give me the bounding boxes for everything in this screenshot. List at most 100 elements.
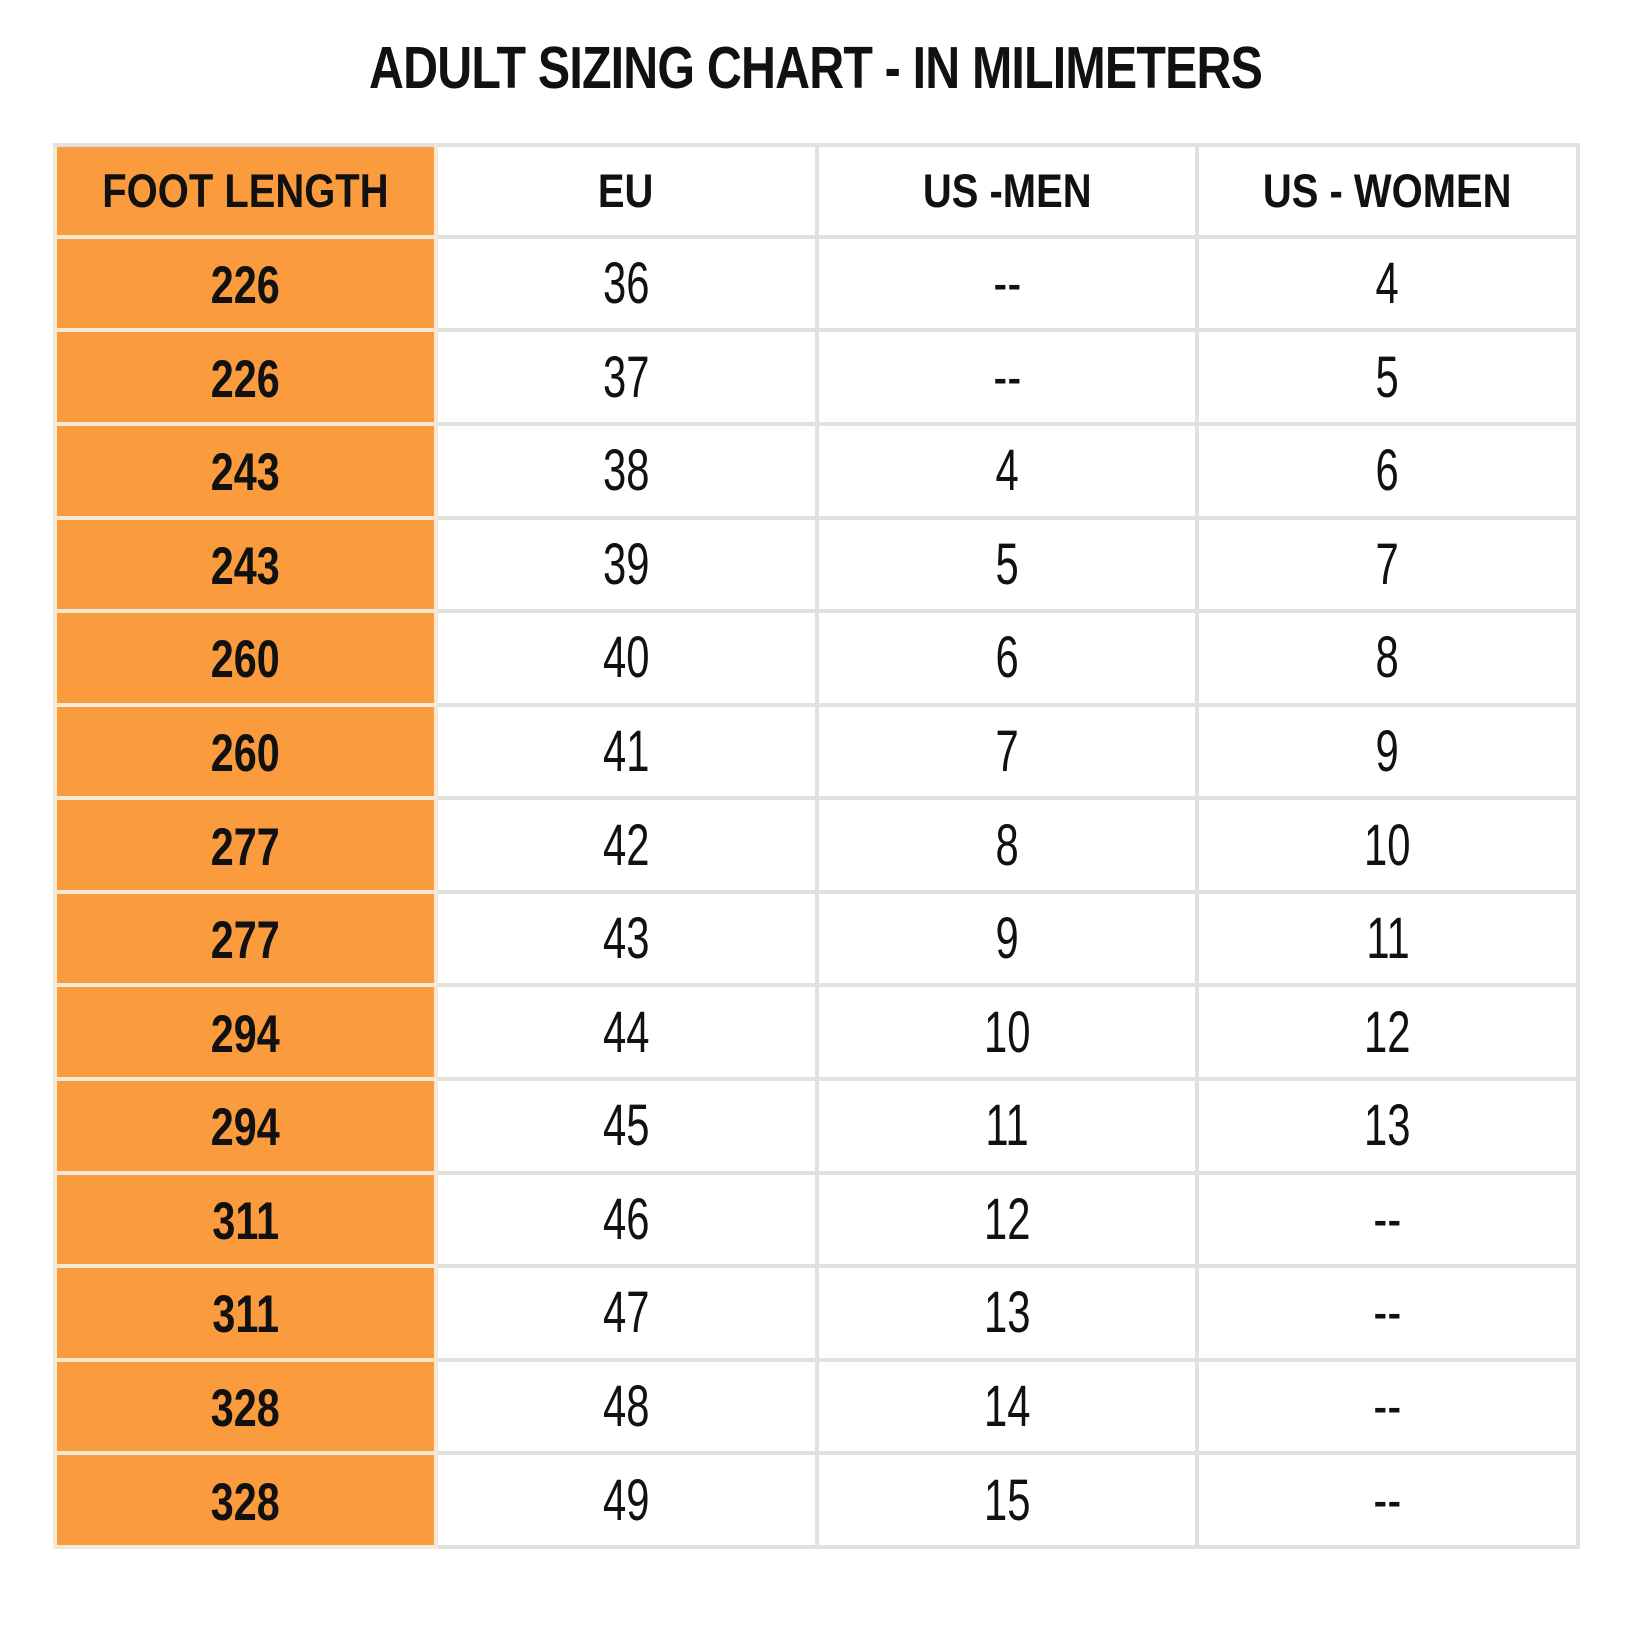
foot-length-cell: 243 xyxy=(53,515,438,614)
foot-length-cell: 311 xyxy=(53,1170,438,1269)
table-row: 243 38 4 6 xyxy=(53,422,1580,520)
us-women-cell: 12 xyxy=(1195,983,1580,1081)
table-row: 277 43 9 11 xyxy=(53,889,1580,988)
us-men-cell-value: 15 xyxy=(983,1467,1031,1533)
foot-length-cell-value: 294 xyxy=(210,1004,280,1064)
table-row: 226 36 -- 4 xyxy=(53,234,1580,333)
header-eu: EU xyxy=(433,142,819,239)
us-women-cell-value: 4 xyxy=(1376,251,1400,317)
us-men-cell-value: 13 xyxy=(983,1280,1031,1346)
table-row: 226 37 -- 5 xyxy=(53,328,1580,427)
us-women-cell-value: 5 xyxy=(1376,344,1400,410)
foot-length-cell: 226 xyxy=(53,328,438,427)
us-men-cell: 10 xyxy=(814,983,1200,1081)
eu-cell: 39 xyxy=(433,515,819,614)
us-women-cell: -- xyxy=(1195,1357,1580,1456)
eu-cell-value: 48 xyxy=(602,1373,650,1439)
us-men-cell: 9 xyxy=(814,889,1200,988)
table-row: 243 39 5 7 xyxy=(53,515,1580,614)
table-row: 294 44 10 12 xyxy=(53,983,1580,1081)
foot-length-cell: 243 xyxy=(53,422,438,520)
us-men-cell-value: -- xyxy=(992,344,1021,410)
header-us-women: US - WOMEN xyxy=(1195,142,1580,239)
page-title: ADULT SIZING CHART - IN MILIMETERS xyxy=(0,36,1632,101)
foot-length-cell-value: 260 xyxy=(210,630,280,690)
us-women-cell: 8 xyxy=(1195,609,1580,707)
foot-length-cell-value: 243 xyxy=(210,443,280,503)
us-women-cell-value: 6 xyxy=(1376,438,1400,504)
table-row: 294 45 11 13 xyxy=(53,1076,1580,1175)
eu-cell-value: 40 xyxy=(602,625,650,691)
eu-cell: 47 xyxy=(433,1264,819,1362)
us-men-cell: 6 xyxy=(814,609,1200,707)
us-men-cell: 4 xyxy=(814,422,1200,520)
foot-length-cell: 294 xyxy=(53,983,438,1081)
us-women-cell-value: 10 xyxy=(1364,812,1411,878)
eu-cell: 49 xyxy=(433,1451,819,1549)
us-women-cell-value: 13 xyxy=(1364,1093,1411,1159)
table-body: 226 36 -- 4 226 37 -- 5 243 38 4 6 243 39 5 7 260 40 6 8 260… xyxy=(53,234,1580,1549)
eu-cell-value: 39 xyxy=(602,531,650,597)
us-men-cell: -- xyxy=(814,328,1200,427)
table-row: 328 48 14 -- xyxy=(53,1357,1580,1456)
header-foot-length-label: FOOT LENGTH xyxy=(102,164,389,218)
eu-cell: 43 xyxy=(433,889,819,988)
us-men-cell-value: 10 xyxy=(983,999,1031,1065)
us-women-cell: 5 xyxy=(1195,328,1580,427)
us-men-cell-value: -- xyxy=(992,251,1021,317)
eu-cell-value: 42 xyxy=(602,812,650,878)
header-foot-length: FOOT LENGTH xyxy=(53,142,438,239)
header-us-men-label: US -MEN xyxy=(922,164,1092,218)
us-women-cell: -- xyxy=(1195,1170,1580,1269)
table-row: 260 41 7 9 xyxy=(53,702,1580,801)
foot-length-cell-value: 294 xyxy=(210,1098,280,1158)
us-men-cell: 8 xyxy=(814,796,1200,894)
foot-length-cell: 294 xyxy=(53,1076,438,1175)
table-row: 260 40 6 8 xyxy=(53,609,1580,707)
us-men-cell: 11 xyxy=(814,1076,1200,1175)
eu-cell-value: 47 xyxy=(602,1280,650,1346)
eu-cell: 36 xyxy=(433,234,819,333)
sizing-table: FOOT LENGTH EU US -MEN US - WOMEN 226 36 -… xyxy=(53,142,1580,1549)
us-women-cell: 9 xyxy=(1195,702,1580,801)
table-row: 277 42 8 10 xyxy=(53,796,1580,894)
eu-cell-value: 43 xyxy=(602,906,650,972)
us-women-cell-value: -- xyxy=(1373,1373,1402,1439)
foot-length-cell-value: 226 xyxy=(210,349,280,409)
us-women-cell-value: -- xyxy=(1373,1186,1402,1252)
us-women-cell: 10 xyxy=(1195,796,1580,894)
foot-length-cell-value: 277 xyxy=(210,817,280,877)
eu-cell: 38 xyxy=(433,422,819,520)
foot-length-cell-value: 328 xyxy=(210,1378,280,1438)
eu-cell: 48 xyxy=(433,1357,819,1456)
eu-cell-value: 38 xyxy=(602,438,650,504)
us-women-cell: 13 xyxy=(1195,1076,1580,1175)
us-men-cell: -- xyxy=(814,234,1200,333)
table-header: FOOT LENGTH EU US -MEN US - WOMEN xyxy=(53,142,1580,239)
us-men-cell-value: 7 xyxy=(995,718,1019,784)
us-men-cell: 13 xyxy=(814,1264,1200,1362)
foot-length-cell-value: 260 xyxy=(210,723,280,783)
us-women-cell-value: 9 xyxy=(1376,718,1400,784)
page: ADULT SIZING CHART - IN MILIMETERS FOOT … xyxy=(0,36,1632,1628)
foot-length-cell: 311 xyxy=(53,1264,438,1362)
header-eu-label: EU xyxy=(598,164,654,218)
us-women-cell-value: 11 xyxy=(1365,906,1410,972)
header-us-men: US -MEN xyxy=(814,142,1200,239)
us-women-cell: 6 xyxy=(1195,422,1580,520)
us-men-cell: 14 xyxy=(814,1357,1200,1456)
eu-cell-value: 44 xyxy=(602,999,650,1065)
foot-length-cell: 260 xyxy=(53,609,438,707)
eu-cell-value: 45 xyxy=(602,1093,650,1159)
table-row: 311 47 13 -- xyxy=(53,1264,1580,1362)
header-row: FOOT LENGTH EU US -MEN US - WOMEN xyxy=(53,142,1580,239)
us-women-cell-value: 12 xyxy=(1364,999,1411,1065)
us-men-cell: 5 xyxy=(814,515,1200,614)
eu-cell: 46 xyxy=(433,1170,819,1269)
eu-cell-value: 46 xyxy=(602,1186,650,1252)
us-women-cell-value: -- xyxy=(1373,1467,1402,1533)
us-men-cell-value: 5 xyxy=(995,531,1019,597)
foot-length-cell: 277 xyxy=(53,889,438,988)
eu-cell: 45 xyxy=(433,1076,819,1175)
eu-cell: 41 xyxy=(433,702,819,801)
